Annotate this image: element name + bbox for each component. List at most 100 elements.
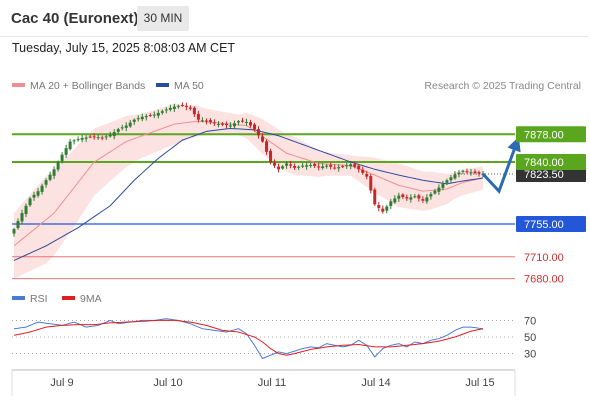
- candle-body: [313, 163, 317, 167]
- rsi-series-rsi: [13, 318, 484, 360]
- current-price-tag-text: 7823.50: [524, 169, 564, 181]
- candle-body: [244, 121, 248, 123]
- level-tag-7840.00: 7840.00: [516, 154, 586, 170]
- ma50-line: [13, 127, 484, 261]
- candle-body: [421, 199, 425, 201]
- candle-body: [297, 166, 301, 168]
- bollinger-swatch: [12, 83, 25, 88]
- candle-body: [28, 198, 32, 206]
- candle-body: [365, 173, 369, 177]
- candle-body: [52, 169, 56, 176]
- candle-body: [453, 174, 457, 179]
- candle-body: [461, 170, 465, 172]
- candle-body: [40, 185, 44, 192]
- candle-body: [176, 105, 180, 107]
- candle-body: [345, 165, 349, 167]
- candle-body: [48, 174, 52, 180]
- candle-body: [92, 136, 96, 138]
- candle-body: [309, 164, 313, 166]
- candle-body: [397, 195, 401, 199]
- candle-body: [60, 154, 64, 161]
- candle-body: [188, 107, 192, 109]
- x-tick-label: Jul 9: [50, 377, 73, 389]
- level-tag-7840.00-text: 7840.00: [524, 157, 564, 169]
- candle-body: [361, 169, 365, 173]
- x-tick-label: Jul 14: [361, 377, 390, 389]
- candle-body: [437, 187, 441, 192]
- candle-body: [32, 194, 36, 198]
- candle-body: [152, 114, 156, 116]
- candle-body: [12, 229, 16, 234]
- rsi-tick-label: 70: [524, 315, 536, 327]
- level-tag-7878.00: 7878.00: [516, 126, 586, 143]
- interval-button[interactable]: 30 MIN: [137, 6, 189, 31]
- candle-body: [108, 135, 112, 137]
- candle-body: [341, 166, 345, 168]
- candle-body: [88, 136, 92, 138]
- rsi-tick-label: 50: [524, 332, 536, 344]
- candle-body: [124, 125, 128, 128]
- candle-body: [425, 197, 429, 202]
- legend-ma50: MA 50: [156, 80, 204, 92]
- level-tag-7755.00: 7755.00: [516, 216, 586, 232]
- candle-body: [381, 208, 385, 212]
- candle-body: [180, 105, 184, 107]
- rsi-swatch: [12, 296, 25, 301]
- candle-body: [232, 123, 236, 127]
- candle-body: [44, 180, 48, 185]
- candle-body: [96, 137, 100, 139]
- candle-body: [357, 165, 361, 170]
- level-tag-7755.00-bg: [516, 216, 586, 232]
- rsi-ma-label: 9MA: [80, 293, 102, 305]
- candle-body: [385, 206, 389, 211]
- candle-body: [465, 171, 469, 173]
- candle-body: [305, 165, 309, 167]
- level-tag-7878.00-bg: [516, 126, 586, 143]
- candle-body: [285, 163, 289, 166]
- candle-body: [377, 205, 381, 208]
- candle-body: [405, 197, 409, 199]
- candle-body: [269, 150, 273, 162]
- instrument-title: Cac 40 (Euronext): [11, 10, 139, 27]
- candle-body: [236, 121, 240, 123]
- bollinger-label: MA 20 + Bollinger Bands: [30, 80, 146, 92]
- candle-body: [208, 120, 212, 123]
- candle-body: [413, 196, 417, 198]
- candle-body: [116, 129, 120, 132]
- candle-body: [261, 136, 265, 142]
- candle-body: [168, 108, 172, 110]
- candle-body: [240, 120, 244, 122]
- candle-body: [445, 180, 449, 183]
- candle-body: [164, 109, 168, 111]
- candle-body: [120, 127, 124, 129]
- candle-body: [100, 137, 104, 139]
- candle-body: [457, 172, 461, 175]
- candle-body: [449, 177, 453, 181]
- candle-body: [317, 166, 321, 168]
- candle-body: [281, 166, 285, 169]
- candle-body: [257, 129, 261, 136]
- candle-body: [104, 136, 108, 138]
- candle-body: [84, 137, 88, 139]
- candle-body: [64, 148, 68, 155]
- candle-body: [325, 165, 329, 167]
- level-tag-7878.00-text: 7878.00: [524, 129, 564, 141]
- current-price-tag: 7823.50: [516, 166, 586, 183]
- candle-body: [329, 164, 333, 167]
- candle-body: [273, 162, 277, 166]
- candle-body: [68, 141, 72, 150]
- candle-body: [333, 167, 337, 169]
- candle-body: [220, 123, 224, 125]
- rsi-label: RSI: [30, 293, 48, 305]
- ma50-label: MA 50: [174, 80, 204, 92]
- candle-body: [76, 139, 80, 141]
- ma20-line: [13, 120, 484, 247]
- candle-body: [433, 190, 437, 194]
- level-label-7710.00: 7710.00: [524, 252, 564, 264]
- timestamp: Tuesday, July 15, 2025 8:08:03 AM CET: [12, 41, 236, 55]
- candle-body: [373, 189, 377, 205]
- candle-body: [349, 164, 353, 167]
- candle-body: [401, 194, 405, 198]
- candle-body: [204, 120, 208, 122]
- candle-body: [393, 198, 397, 203]
